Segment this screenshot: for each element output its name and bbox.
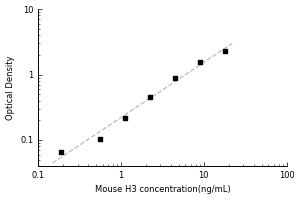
Point xyxy=(198,60,203,64)
Point xyxy=(223,49,227,52)
Point xyxy=(148,96,152,99)
X-axis label: Mouse H3 concentration(ng/mL): Mouse H3 concentration(ng/mL) xyxy=(94,185,230,194)
Point xyxy=(172,77,177,80)
Y-axis label: Optical Density: Optical Density xyxy=(6,55,15,120)
Point xyxy=(123,116,128,119)
Point xyxy=(98,137,103,140)
Point xyxy=(58,151,63,154)
